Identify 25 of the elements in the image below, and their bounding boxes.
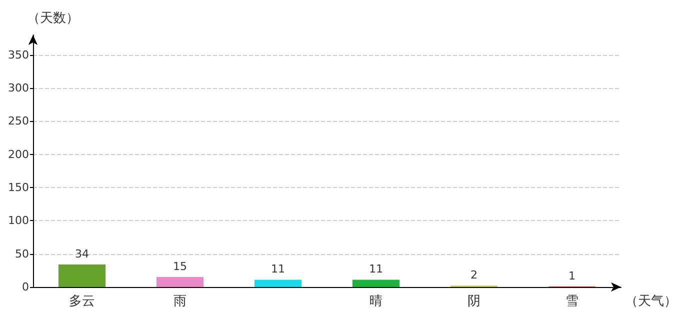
bar [352,280,400,287]
x-axis-title: （天气） [625,294,677,309]
data-label: 11 [369,262,383,276]
y-tick-label: 100 [8,214,29,228]
data-label: 34 [75,247,89,260]
x-tick-label: 雨 [174,294,186,309]
y-tick-label: 300 [8,82,29,95]
y-axis-title: （天数） [27,11,79,26]
data-label: 1 [568,269,576,282]
data-label: 15 [173,260,187,274]
x-tick-label: 多云 [69,294,95,309]
x-tick-label: 阴 [468,294,480,309]
x-tick-label: 晴 [370,294,382,309]
y-tick-label: 250 [8,114,29,128]
y-tick-label: 0 [22,280,29,294]
x-tick-label: 雪 [566,294,578,309]
y-tick-label: 50 [15,247,29,260]
bar [254,280,302,287]
y-tick-label: 200 [8,148,29,161]
bar [156,277,204,287]
data-label: 2 [470,268,478,282]
y-tick-label: 150 [8,181,29,194]
data-label: 11 [271,262,285,276]
bar [58,264,106,287]
y-tick-label: 350 [8,48,29,62]
